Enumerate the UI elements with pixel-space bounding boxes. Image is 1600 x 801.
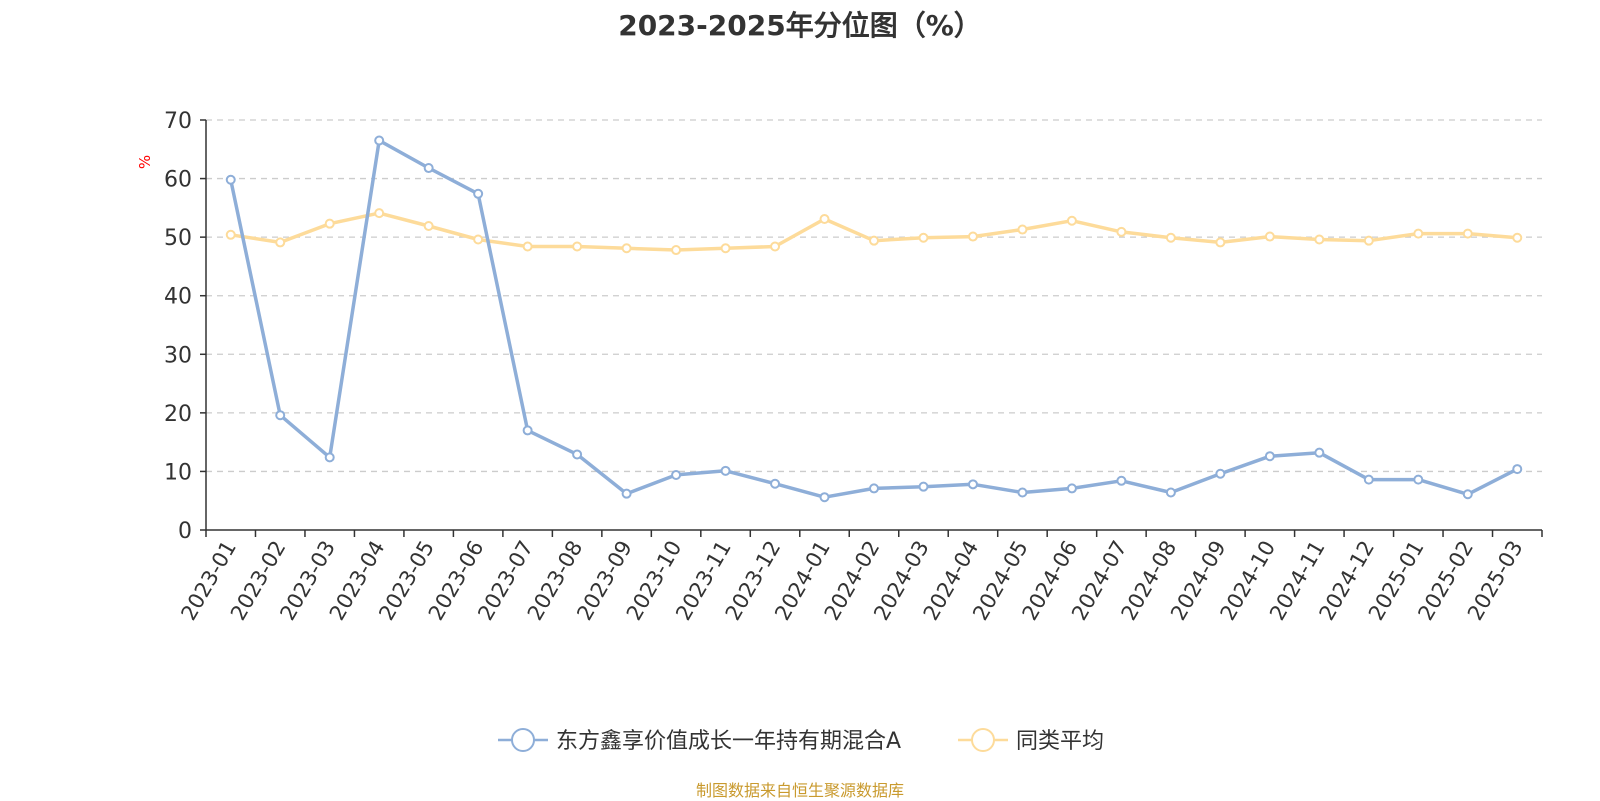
data-point xyxy=(1066,215,1077,226)
data-point xyxy=(1413,474,1424,485)
legend-marker xyxy=(971,728,995,752)
data-point xyxy=(1363,235,1374,246)
data-point xyxy=(1264,451,1275,462)
data-point xyxy=(1165,232,1176,243)
y-tick-label: 0 xyxy=(178,519,192,544)
data-point xyxy=(1512,464,1523,475)
legend-label: 同类平均 xyxy=(1016,729,1104,754)
data-point xyxy=(671,469,682,480)
data-point xyxy=(869,235,879,246)
data-point xyxy=(473,234,484,245)
y-tick-label: 20 xyxy=(164,402,192,427)
y-tick-label: 50 xyxy=(164,226,192,251)
y-tick-label: 70 xyxy=(164,109,192,134)
data-point xyxy=(1462,228,1473,239)
data-point xyxy=(1363,474,1374,485)
gridlines xyxy=(206,119,1542,473)
data-point xyxy=(1017,224,1028,235)
data-point xyxy=(1215,237,1226,248)
data-point xyxy=(1017,487,1028,498)
data-point xyxy=(819,213,830,224)
y-axis: 0 10 20 30 40 50 60 70% xyxy=(136,109,207,544)
data-point xyxy=(572,449,583,460)
data-point xyxy=(967,479,978,490)
legend: 东方鑫享价值成长一年持有期混合A 同类平均 xyxy=(498,728,1104,754)
data-point xyxy=(423,163,434,174)
data-point xyxy=(720,243,731,254)
y-tick-label: 10 xyxy=(164,460,192,485)
data-point xyxy=(324,218,335,229)
data-source-note: 制图数据来自恒生聚源数据库 xyxy=(695,781,904,800)
data-point xyxy=(1314,447,1325,458)
data-point xyxy=(720,465,731,476)
data-point xyxy=(621,243,632,254)
x-axis: 2023-012023-022023-032023-042023-052023-… xyxy=(176,529,1543,624)
data-point xyxy=(1413,228,1424,239)
y-tick-label: 60 xyxy=(164,168,192,193)
data-point xyxy=(275,410,286,421)
data-point xyxy=(621,488,632,499)
data-point xyxy=(819,492,830,503)
data-point xyxy=(225,174,236,185)
data-point xyxy=(374,208,385,219)
legend-label: 东方鑫享价值成长一年持有期混合A xyxy=(556,729,901,754)
data-point xyxy=(1264,231,1275,242)
series-layer xyxy=(225,135,1523,503)
data-point xyxy=(225,229,236,240)
data-point xyxy=(1116,475,1127,486)
y-axis-label: % xyxy=(136,155,154,169)
y-tick-label: 40 xyxy=(164,285,192,310)
data-point xyxy=(671,245,682,256)
data-point xyxy=(918,481,929,492)
data-point xyxy=(374,135,385,146)
data-point xyxy=(770,478,781,489)
data-point xyxy=(473,188,484,199)
data-point xyxy=(1066,483,1077,494)
legend-marker xyxy=(511,728,535,752)
data-point xyxy=(522,425,533,436)
data-point xyxy=(1165,487,1176,498)
data-point xyxy=(1116,226,1127,237)
data-point xyxy=(967,231,978,242)
data-point xyxy=(770,241,781,252)
data-point xyxy=(918,232,929,243)
data-point xyxy=(869,483,879,494)
data-point xyxy=(1215,468,1226,479)
data-point xyxy=(522,241,533,252)
data-point xyxy=(423,221,434,232)
data-point xyxy=(275,237,286,248)
data-point xyxy=(572,241,583,252)
data-point xyxy=(1462,489,1473,500)
data-point xyxy=(1512,232,1523,243)
data-point xyxy=(324,452,335,463)
chart-title: 2023-2025年分位图（%） xyxy=(618,9,982,42)
y-tick-label: 30 xyxy=(164,343,192,368)
data-point xyxy=(1314,234,1325,245)
series-line-0 xyxy=(228,138,1519,499)
